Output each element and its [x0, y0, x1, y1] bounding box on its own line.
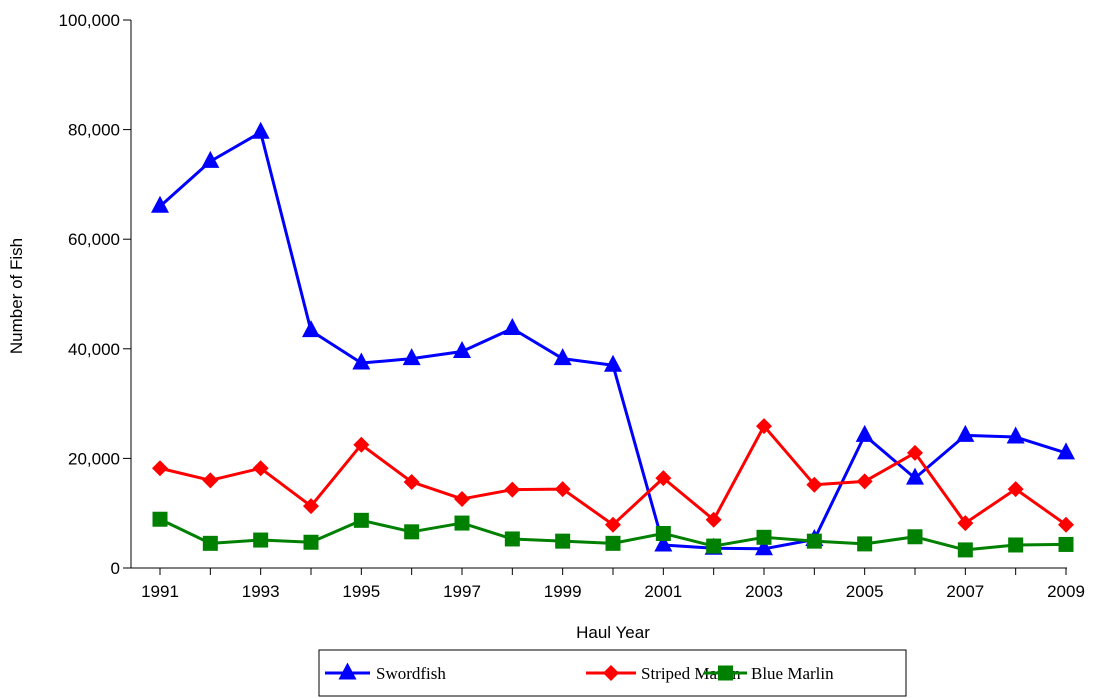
point-blue-marlin — [1008, 537, 1024, 553]
point-blue-marlin — [806, 533, 822, 549]
point-swordfish — [503, 317, 522, 335]
x-tick-label: 1995 — [342, 582, 380, 601]
x-tick-label: 1997 — [443, 582, 481, 601]
point-swordfish — [755, 538, 773, 556]
y-axis-title: Number of Fish — [7, 238, 26, 354]
series-layer — [151, 121, 1075, 558]
point-blue-marlin — [907, 529, 923, 545]
point-blue-marlin — [504, 531, 520, 547]
point-striped-marlin — [454, 490, 470, 507]
point-striped-marlin — [504, 481, 521, 498]
point-striped-marlin — [303, 498, 319, 515]
point-striped-marlin — [152, 460, 168, 477]
point-blue-marlin — [1058, 536, 1074, 552]
point-swordfish — [1006, 426, 1025, 444]
point-striped-marlin — [1058, 516, 1074, 533]
point-swordfish — [956, 424, 975, 442]
point-blue-marlin — [706, 538, 722, 554]
legend-marker-blue-marlin — [718, 665, 733, 681]
point-swordfish — [906, 467, 924, 485]
point-swordfish — [302, 320, 320, 338]
y-tick-label: 80,000 — [68, 121, 120, 140]
point-striped-marlin — [252, 460, 269, 477]
x-tick-label: 2005 — [846, 582, 884, 601]
point-blue-marlin — [605, 535, 621, 551]
legend-marker-striped-marlin — [603, 665, 619, 681]
point-swordfish — [151, 195, 169, 213]
legend-label-swordfish: Swordfish — [376, 664, 446, 683]
axes: 0 20,000 40,000 60,000 80,000 100,000 1991 1993… — [59, 11, 1085, 601]
legend-label-striped-marlin: Striped Marlin — [641, 664, 741, 683]
point-striped-marlin — [756, 418, 772, 435]
series-blue-marlin — [152, 511, 1074, 558]
point-striped-marlin — [554, 481, 571, 498]
point-blue-marlin — [957, 542, 973, 558]
series-line-swordfish — [159, 130, 1067, 551]
y-tick-label: 100,000 — [59, 11, 120, 30]
point-blue-marlin — [152, 511, 168, 527]
point-blue-marlin — [303, 534, 319, 550]
point-swordfish — [201, 150, 220, 168]
point-swordfish — [402, 348, 421, 366]
point-striped-marlin — [605, 516, 621, 533]
series-striped-marlin — [152, 418, 1074, 533]
point-striped-marlin — [957, 515, 974, 532]
point-swordfish — [654, 534, 673, 552]
point-blue-marlin — [253, 532, 269, 548]
point-striped-marlin — [907, 444, 923, 461]
x-tick-label: 2003 — [745, 582, 783, 601]
point-striped-marlin — [1007, 481, 1024, 498]
legend-marker-swordfish — [338, 662, 357, 680]
point-striped-marlin — [806, 476, 823, 493]
series-swordfish — [151, 121, 1075, 556]
y-tick-label: 0 — [111, 559, 120, 578]
x-tick-label: 1993 — [242, 582, 280, 601]
point-striped-marlin — [353, 436, 370, 453]
y-tick-label: 40,000 — [68, 340, 120, 359]
point-swordfish — [251, 121, 270, 139]
point-blue-marlin — [756, 529, 772, 545]
y-tick-label: 60,000 — [68, 230, 120, 249]
point-striped-marlin — [655, 470, 672, 487]
series-line-striped-marlin — [159, 424, 1067, 527]
x-tick-label: 1991 — [141, 582, 179, 601]
x-tick-label: 1999 — [544, 582, 582, 601]
point-blue-marlin — [857, 536, 873, 552]
point-swordfish — [453, 341, 471, 358]
point-swordfish — [604, 354, 622, 372]
point-swordfish — [553, 348, 572, 366]
x-tick-label: 2001 — [644, 582, 682, 601]
point-swordfish — [1057, 442, 1075, 460]
point-swordfish — [352, 352, 371, 370]
point-blue-marlin — [353, 512, 369, 528]
x-tick-label: 2009 — [1047, 582, 1085, 601]
point-striped-marlin — [856, 473, 873, 490]
point-blue-marlin — [655, 525, 671, 541]
point-striped-marlin — [202, 472, 219, 489]
point-blue-marlin — [202, 535, 218, 551]
point-blue-marlin — [454, 515, 470, 531]
point-striped-marlin — [705, 511, 722, 528]
point-blue-marlin — [404, 524, 420, 540]
y-tick-label: 20,000 — [68, 449, 120, 468]
point-striped-marlin — [403, 473, 420, 490]
legend: Swordfish Striped Marlin Blue Marlin — [318, 649, 907, 697]
point-swordfish — [855, 424, 874, 442]
x-tick-label: 2007 — [946, 582, 984, 601]
legend-label-blue-marlin: Blue Marlin — [751, 664, 834, 683]
x-axis-title: Haul Year — [576, 623, 650, 642]
point-blue-marlin — [555, 533, 571, 549]
